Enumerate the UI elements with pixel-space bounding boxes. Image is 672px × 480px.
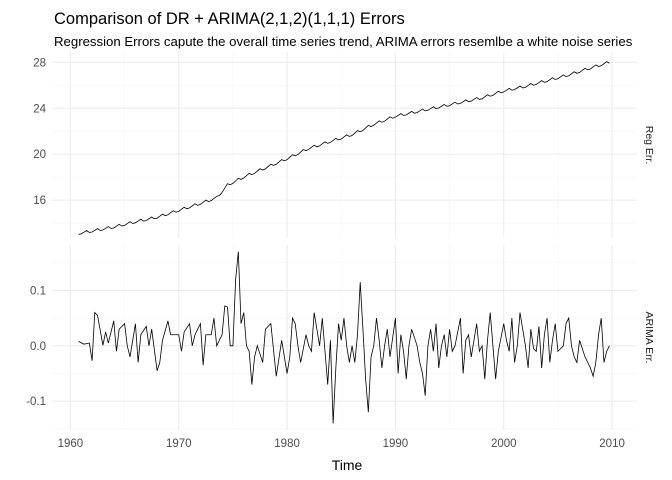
reg-err-strip-label: Reg Err. bbox=[643, 126, 655, 165]
arima-err-major-grid bbox=[52, 245, 637, 430]
y-tick-label: -0.1 bbox=[26, 396, 46, 408]
y-tick-label: 28 bbox=[33, 57, 46, 69]
reg-err-major-grid bbox=[52, 52, 637, 238]
arima-err-strip-label: ARIMA Err. bbox=[643, 312, 655, 364]
x-tick-label: 2010 bbox=[599, 438, 625, 450]
x-tick-label: 1960 bbox=[58, 438, 84, 450]
reg-err-series-line bbox=[78, 61, 610, 235]
x-axis-ticks: 1960 1970 1980 1990 2000 2010 bbox=[58, 438, 625, 450]
reg-err-y-ticks: 16 20 24 28 bbox=[33, 57, 46, 207]
chart-title: Comparison of DR + ARIMA(2,1,2)(1,1,1) E… bbox=[54, 10, 405, 28]
y-tick-label: 0.0 bbox=[30, 341, 46, 353]
arima-err-series-line bbox=[78, 251, 610, 424]
arima-err-y-ticks: -0.1 0.0 0.1 bbox=[26, 285, 46, 408]
x-tick-label: 2000 bbox=[491, 438, 517, 450]
chart-subtitle: Regression Errors capute the overall tim… bbox=[54, 34, 633, 49]
x-axis-title: Time bbox=[332, 457, 363, 473]
y-tick-label: 20 bbox=[33, 149, 46, 161]
x-tick-label: 1980 bbox=[274, 438, 300, 450]
x-tick-label: 1990 bbox=[383, 438, 409, 450]
arima-err-panel: -0.1 0.0 0.1 ARIMA Err. bbox=[26, 245, 655, 430]
reg-err-minor-grid bbox=[52, 52, 637, 238]
x-tick-label: 1970 bbox=[166, 438, 192, 450]
y-tick-label: 24 bbox=[33, 103, 46, 115]
y-tick-label: 16 bbox=[33, 195, 46, 207]
y-tick-label: 0.1 bbox=[30, 285, 46, 297]
arima-err-minor-grid bbox=[52, 245, 637, 430]
reg-err-panel: 16 20 24 28 Reg Err. bbox=[33, 52, 655, 238]
